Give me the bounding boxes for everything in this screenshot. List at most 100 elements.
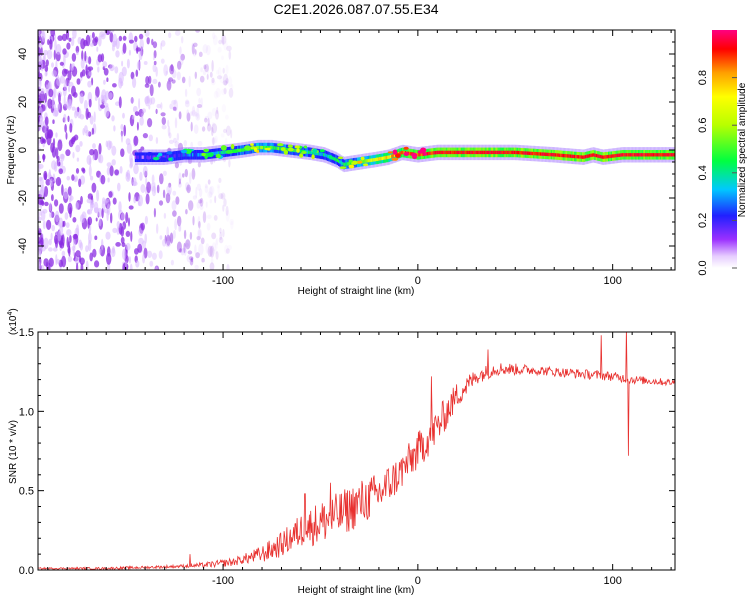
spectrogram-noise-speckle	[202, 211, 207, 224]
spectrogram-ridge-blob	[203, 148, 210, 153]
spectrogram-noise-speckle	[54, 234, 58, 245]
spectrogram-ridge-core	[584, 155, 587, 159]
spectrogram-ridge-blob	[225, 150, 232, 154]
spectrogram-noise-speckle	[225, 205, 229, 216]
spectrogram-noise-speckle	[187, 250, 193, 255]
spectrogram-noise-speckle	[50, 232, 53, 241]
spectrogram-ridge-blob	[363, 163, 369, 167]
spectrogram-noise-speckle	[96, 189, 100, 202]
spectrogram-noise-speckle	[63, 79, 68, 92]
spectrogram-noise-speckle	[206, 73, 209, 80]
spectrogram-noise-speckle	[135, 260, 140, 268]
spectrogram-noise-speckle	[101, 208, 104, 219]
spectrogram-noise-speckle	[215, 237, 219, 246]
spectrogram-noise-speckle	[225, 125, 231, 137]
spectrogram-ridge-layer	[134, 139, 675, 173]
spectrogram-ridge-core	[582, 155, 584, 159]
spectrogram-ridge-blob	[387, 151, 393, 154]
spectrogram-noise-speckle	[86, 155, 92, 165]
spectrogram-noise-speckle	[76, 78, 81, 85]
spectrogram-noise-speckle	[222, 80, 228, 86]
spectrogram-noise-speckle	[172, 190, 177, 196]
spectrogram-ridge-core	[558, 153, 561, 157]
spectrogram-noise-speckle	[206, 63, 209, 75]
spectrogram-noise-speckle	[88, 165, 92, 177]
spectrogram-noise-speckle	[77, 106, 80, 113]
spectrogram-ridge-core	[273, 146, 276, 150]
spectrogram-noise-speckle	[48, 88, 54, 98]
spectrogram-noise-speckle	[88, 232, 92, 244]
snr-frame	[37, 331, 676, 571]
spectrogram-ridge-core	[276, 146, 279, 150]
spectrogram-plot-area	[38, 30, 675, 270]
spectrogram-noise-speckle	[145, 76, 150, 85]
spectrogram-ridge-core	[623, 153, 625, 157]
spectrogram-ridge-core	[636, 153, 639, 157]
spectrogram-ridge-core	[198, 153, 201, 157]
spectrogram-noise-speckle	[48, 238, 52, 246]
spectrogram-noise-speckle	[132, 181, 138, 186]
snr-xlabel: Height of straight line (km)	[298, 585, 415, 596]
spectrogram-noise-speckle	[151, 185, 157, 197]
spectrogram-ridge-core	[481, 150, 483, 155]
spectrogram-noise-speckle	[220, 133, 225, 138]
spectrogram-ridge-core	[516, 150, 519, 155]
snr-multiplier-close: )	[8, 308, 19, 311]
spectrogram-noise-speckle	[205, 201, 208, 208]
spectrogram-noise-speckle	[149, 260, 154, 267]
spectrogram-ridge-core	[662, 153, 665, 157]
spectrogram-noise-layer	[38, 30, 235, 270]
spectrogram-ridge-core	[501, 150, 504, 155]
spectrogram-ridge-core	[434, 151, 437, 155]
spectrogram-noise-speckle	[41, 30, 46, 43]
spectrogram-noise-speckle	[155, 108, 158, 115]
spectrogram-ridge-core	[344, 162, 347, 166]
spectrogram-noise-speckle	[149, 97, 153, 106]
spectrogram-noise-speckle	[230, 220, 234, 230]
spectrogram-noise-speckle	[215, 110, 219, 120]
spectrogram-noise-speckle	[189, 231, 193, 240]
spectrogram-noise-speckle	[75, 201, 79, 210]
spectrogram-noise-speckle	[128, 192, 131, 202]
spectrogram-noise-speckle	[67, 115, 70, 123]
spectrogram-noise-speckle	[196, 183, 201, 191]
spectrogram-noise-speckle	[111, 115, 115, 122]
spectrogram-ridge-blob	[254, 147, 257, 152]
spectrogram-noise-speckle	[86, 198, 92, 204]
spectrogram-ridge-core	[327, 154, 329, 158]
spectrogram-ridge-core	[265, 145, 268, 150]
spectrogram-ridge-core	[400, 151, 403, 155]
spectrogram-noise-speckle	[87, 80, 92, 88]
spectrogram-noise-speckle	[176, 71, 181, 81]
spectrogram-noise-speckle	[97, 152, 101, 163]
colorbar-tick-label: 0.8	[697, 70, 709, 85]
spectrogram-noise-speckle	[171, 200, 177, 211]
spectrogram-ridge-core	[668, 153, 670, 157]
spectrogram-ridge-core	[269, 145, 272, 150]
spectrogram-noise-speckle	[206, 214, 212, 219]
spectrogram-noise-speckle	[172, 230, 176, 239]
spectrogram-noise-speckle	[134, 35, 138, 43]
spectrogram-noise-speckle	[220, 88, 227, 96]
spectrogram-noise-speckle	[121, 248, 127, 260]
spectrogram-noise-speckle	[49, 202, 52, 212]
spectrogram-ridge-core	[181, 153, 183, 157]
spectrogram-ridge-core	[338, 159, 340, 163]
spectrogram-noise-speckle	[139, 38, 144, 50]
spectrogram-ridge-core	[488, 150, 490, 155]
snr-xtick-label: 100	[603, 575, 621, 587]
spectrogram-ridge-core	[388, 155, 390, 159]
spectrogram-noise-speckle	[41, 210, 46, 221]
colorbar-label: Normalized spectral amplitude	[737, 82, 748, 217]
spectrogram-ridge-core	[655, 153, 658, 157]
spectrogram-noise-speckle	[53, 49, 56, 60]
spectrogram-ridge-core	[568, 154, 570, 158]
spectrogram-ridge-core	[267, 145, 269, 150]
spectrogram-noise-speckle	[112, 83, 117, 88]
spectrogram-noise-speckle	[109, 32, 114, 43]
spectrogram-noise-speckle	[135, 47, 142, 52]
spectrogram-noise-speckle	[131, 115, 135, 120]
spectrogram-ridge-core	[348, 161, 351, 166]
spectrogram-ridge-core	[275, 146, 277, 150]
spectrogram-noise-speckle	[219, 75, 225, 84]
